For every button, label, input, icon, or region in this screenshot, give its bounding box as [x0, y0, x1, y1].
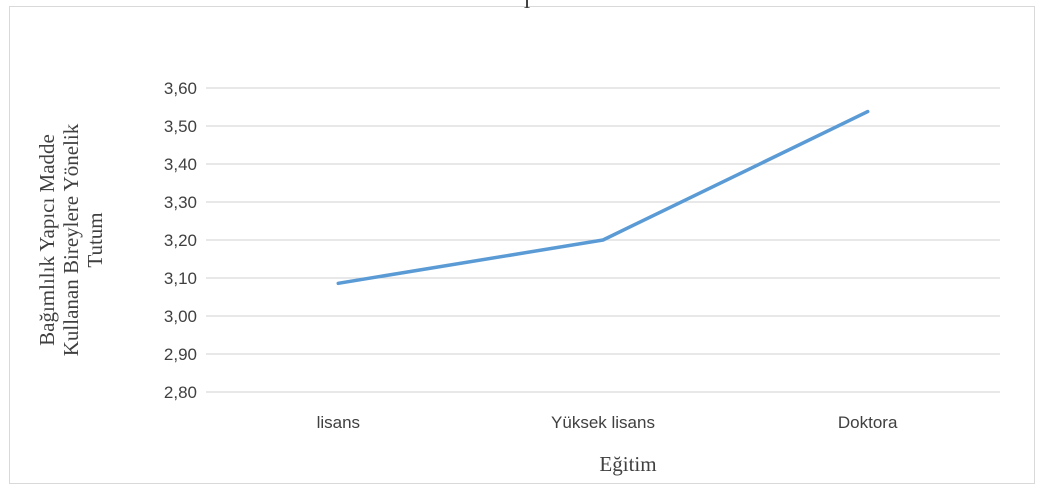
- series-line: [336, 109, 870, 286]
- y-tick-label: 3,10: [164, 269, 197, 288]
- grid-layer: [206, 87, 1000, 393]
- y-tick-labels: 3,60 3,50 3,40 3,30 3,20 3,10 3,00 2,90 2,80: [164, 79, 197, 402]
- data-point: [336, 281, 340, 285]
- y-tick-label: 3,50: [164, 117, 197, 136]
- chart-frame: [9, 6, 1035, 484]
- y-axis-title-line: Tutum: [83, 212, 107, 267]
- y-tick-label: 3,60: [164, 79, 197, 98]
- x-tick-label: Doktora: [838, 413, 898, 432]
- x-tick-label: lisans: [317, 413, 360, 432]
- chart-top-fragment: İ: [524, 0, 531, 13]
- y-tick-label: 3,40: [164, 155, 197, 174]
- y-tick-label: 3,20: [164, 231, 197, 250]
- y-axis-title: Bağımlılık Yapıcı Madde Kullanan Bireyler…: [35, 123, 107, 356]
- y-axis-title-line: Bağımlılık Yapıcı Madde: [35, 134, 59, 346]
- x-axis-title: Eğitim: [599, 452, 656, 476]
- data-point: [866, 110, 870, 114]
- y-tick-label: 2,90: [164, 345, 197, 364]
- y-tick-label: 3,30: [164, 193, 197, 212]
- y-tick-label: 2,80: [164, 383, 197, 402]
- data-point: [601, 238, 605, 242]
- x-tick-labels: lisans Yüksek lisans Doktora: [317, 413, 898, 432]
- series-layer: [336, 109, 870, 286]
- y-tick-label: 3,00: [164, 307, 197, 326]
- y-axis-title-line: Kullanan Bireylere Yönelik: [59, 123, 83, 356]
- x-tick-label: Yüksek lisans: [551, 413, 655, 432]
